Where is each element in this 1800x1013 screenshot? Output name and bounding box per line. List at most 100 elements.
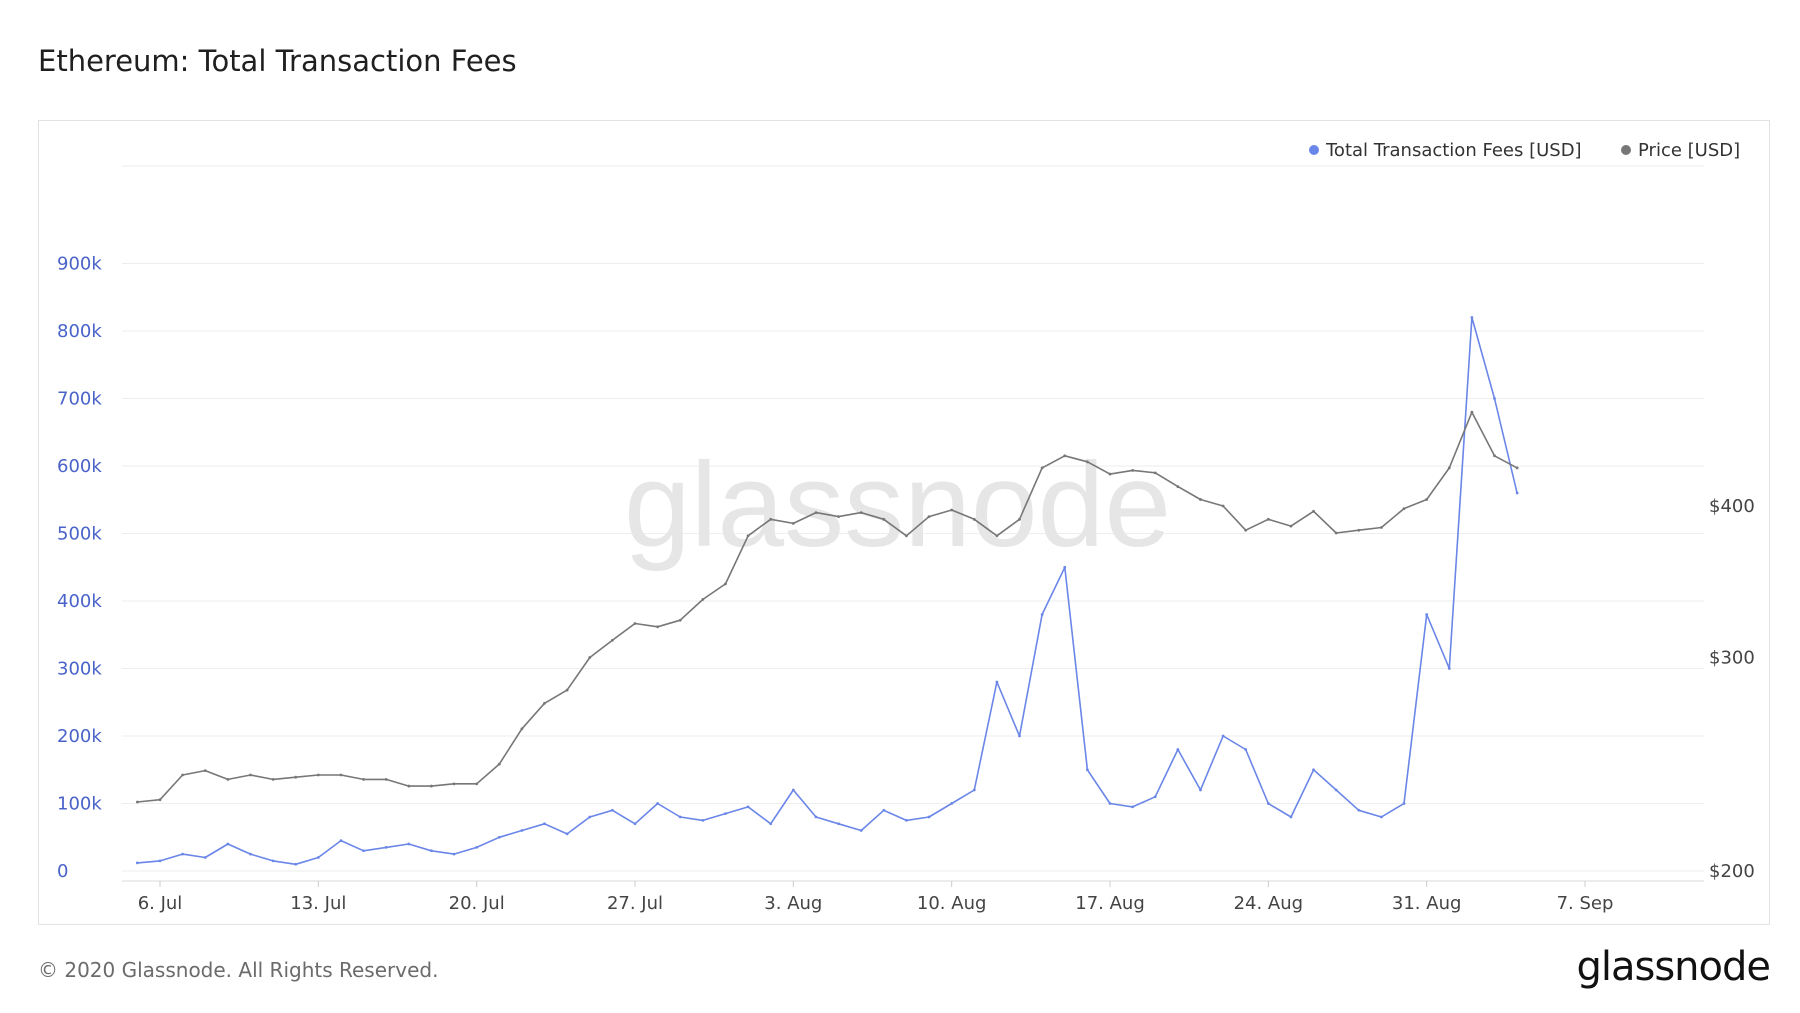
fees-data-point	[656, 802, 660, 805]
fees-data-point	[452, 852, 456, 856]
price-data-point	[656, 625, 660, 629]
x-axis-tick-label: 31. Aug	[1392, 893, 1462, 914]
price-data-point	[882, 517, 886, 521]
fees-data-point	[610, 808, 614, 812]
price-data-point	[1493, 454, 1496, 458]
fees-data-point	[407, 842, 411, 846]
fees-data-point	[543, 822, 546, 826]
left-axis-tick-label: 0	[57, 861, 68, 882]
fees-data-point	[1515, 491, 1519, 495]
fees-data-point	[927, 815, 931, 819]
fees-data-point	[1357, 808, 1361, 812]
fees-data-point	[520, 829, 524, 832]
x-axis-tick-label: 7. Sep	[1557, 893, 1614, 914]
price-data-point	[407, 784, 411, 788]
price-data-point	[859, 511, 863, 515]
fees-data-point	[1266, 802, 1270, 805]
fees-data-point	[135, 861, 139, 865]
fees-data-point	[475, 845, 479, 849]
price-data-point	[1131, 468, 1135, 472]
price-data-point	[995, 534, 999, 538]
fees-data-point	[724, 812, 727, 816]
price-data-point	[814, 511, 818, 515]
fees-data-point	[203, 856, 207, 859]
price-data-point	[362, 777, 365, 781]
price-data-point	[249, 773, 252, 777]
right-axis: $200 $300 $400	[1709, 496, 1755, 882]
price-data-point	[294, 775, 298, 779]
fees-data-point	[882, 808, 886, 812]
legend-item[interactable]: Price [USD]	[1621, 140, 1740, 161]
price-data-point	[181, 773, 185, 777]
fees-data-point	[746, 805, 750, 809]
price-data-point	[1357, 528, 1361, 532]
fees-data-point	[1018, 734, 1021, 738]
left-axis-tick-label: 400k	[57, 591, 102, 612]
fees-data-point	[1176, 748, 1180, 751]
fees-data-point	[271, 859, 275, 863]
price-data-point	[135, 800, 139, 804]
fees-data-point	[1334, 788, 1338, 792]
left-axis-tick-label: 800k	[57, 321, 102, 342]
left-axis-tick-label: 900k	[57, 254, 102, 275]
fees-data-point	[950, 802, 954, 805]
price-data-point	[905, 534, 908, 538]
price-data-point	[1470, 410, 1474, 414]
fees-data-point	[181, 852, 185, 856]
x-axis-tick-label: 20. Jul	[449, 893, 505, 914]
price-data-point	[1244, 528, 1248, 532]
price-data-point	[1402, 507, 1406, 511]
fees-data-point	[565, 832, 569, 836]
fees-data-point	[633, 822, 637, 826]
fees-data-point	[995, 680, 999, 684]
fees-data-point	[837, 822, 840, 826]
watermark-text: glassnode	[624, 438, 1171, 572]
price-data-point	[633, 622, 637, 625]
fees-data-point	[859, 829, 863, 832]
price-data-point	[430, 784, 433, 788]
price-data-point	[724, 582, 727, 586]
left-axis-tick-label: 500k	[57, 524, 102, 545]
fees-data-point	[339, 839, 343, 843]
price-data-point	[1312, 509, 1315, 513]
fees-data-point	[701, 818, 705, 822]
left-axis-tick-label: 300k	[57, 659, 102, 680]
price-data-point	[1199, 498, 1202, 501]
fees-data-point	[384, 845, 388, 849]
fees-data-point	[1380, 815, 1383, 819]
price-data-point	[158, 798, 162, 802]
fees-data-point	[362, 849, 365, 853]
price-data-point	[837, 515, 840, 519]
legend-item[interactable]: Total Transaction Fees [USD]	[1309, 140, 1582, 161]
fees-data-point	[1085, 768, 1089, 772]
right-axis-tick-label: $400	[1709, 496, 1755, 517]
x-axis-tick-label: 17. Aug	[1075, 893, 1145, 914]
series-layer	[135, 316, 1519, 866]
x-axis-tick-label: 24. Aug	[1234, 893, 1304, 914]
fees-data-point	[316, 856, 320, 859]
price-data-point	[226, 777, 230, 781]
fees-data-point	[497, 835, 501, 839]
price-data-point	[497, 762, 501, 766]
price-data-point	[1040, 466, 1044, 470]
left-axis-tick-label: 200k	[57, 726, 102, 747]
price-data-point	[316, 773, 320, 777]
left-axis-tick-label: 700k	[57, 389, 102, 410]
chart-legend: Total Transaction Fees [USD] Price [USD]	[1309, 140, 1740, 161]
fees-data-point	[249, 852, 252, 856]
grid-lines	[122, 165, 1704, 872]
price-data-point	[1289, 524, 1293, 528]
price-data-point	[339, 773, 343, 777]
price-data-point	[588, 656, 592, 659]
fees-data-point	[588, 815, 592, 819]
fees-data-point	[158, 859, 162, 863]
price-data-point	[1108, 472, 1112, 476]
right-axis-tick-label: $300	[1709, 647, 1755, 668]
fees-data-point	[1040, 613, 1044, 616]
price-data-point	[1447, 466, 1451, 470]
price-data-point	[1425, 498, 1429, 501]
fees-data-point	[1470, 316, 1474, 319]
x-axis-tick-label: 3. Aug	[764, 893, 822, 914]
left-axis: 0 100k 200k 300k 400k 500k 600k 700k 800k 900k	[57, 254, 102, 883]
fees-data-point	[1402, 802, 1406, 805]
